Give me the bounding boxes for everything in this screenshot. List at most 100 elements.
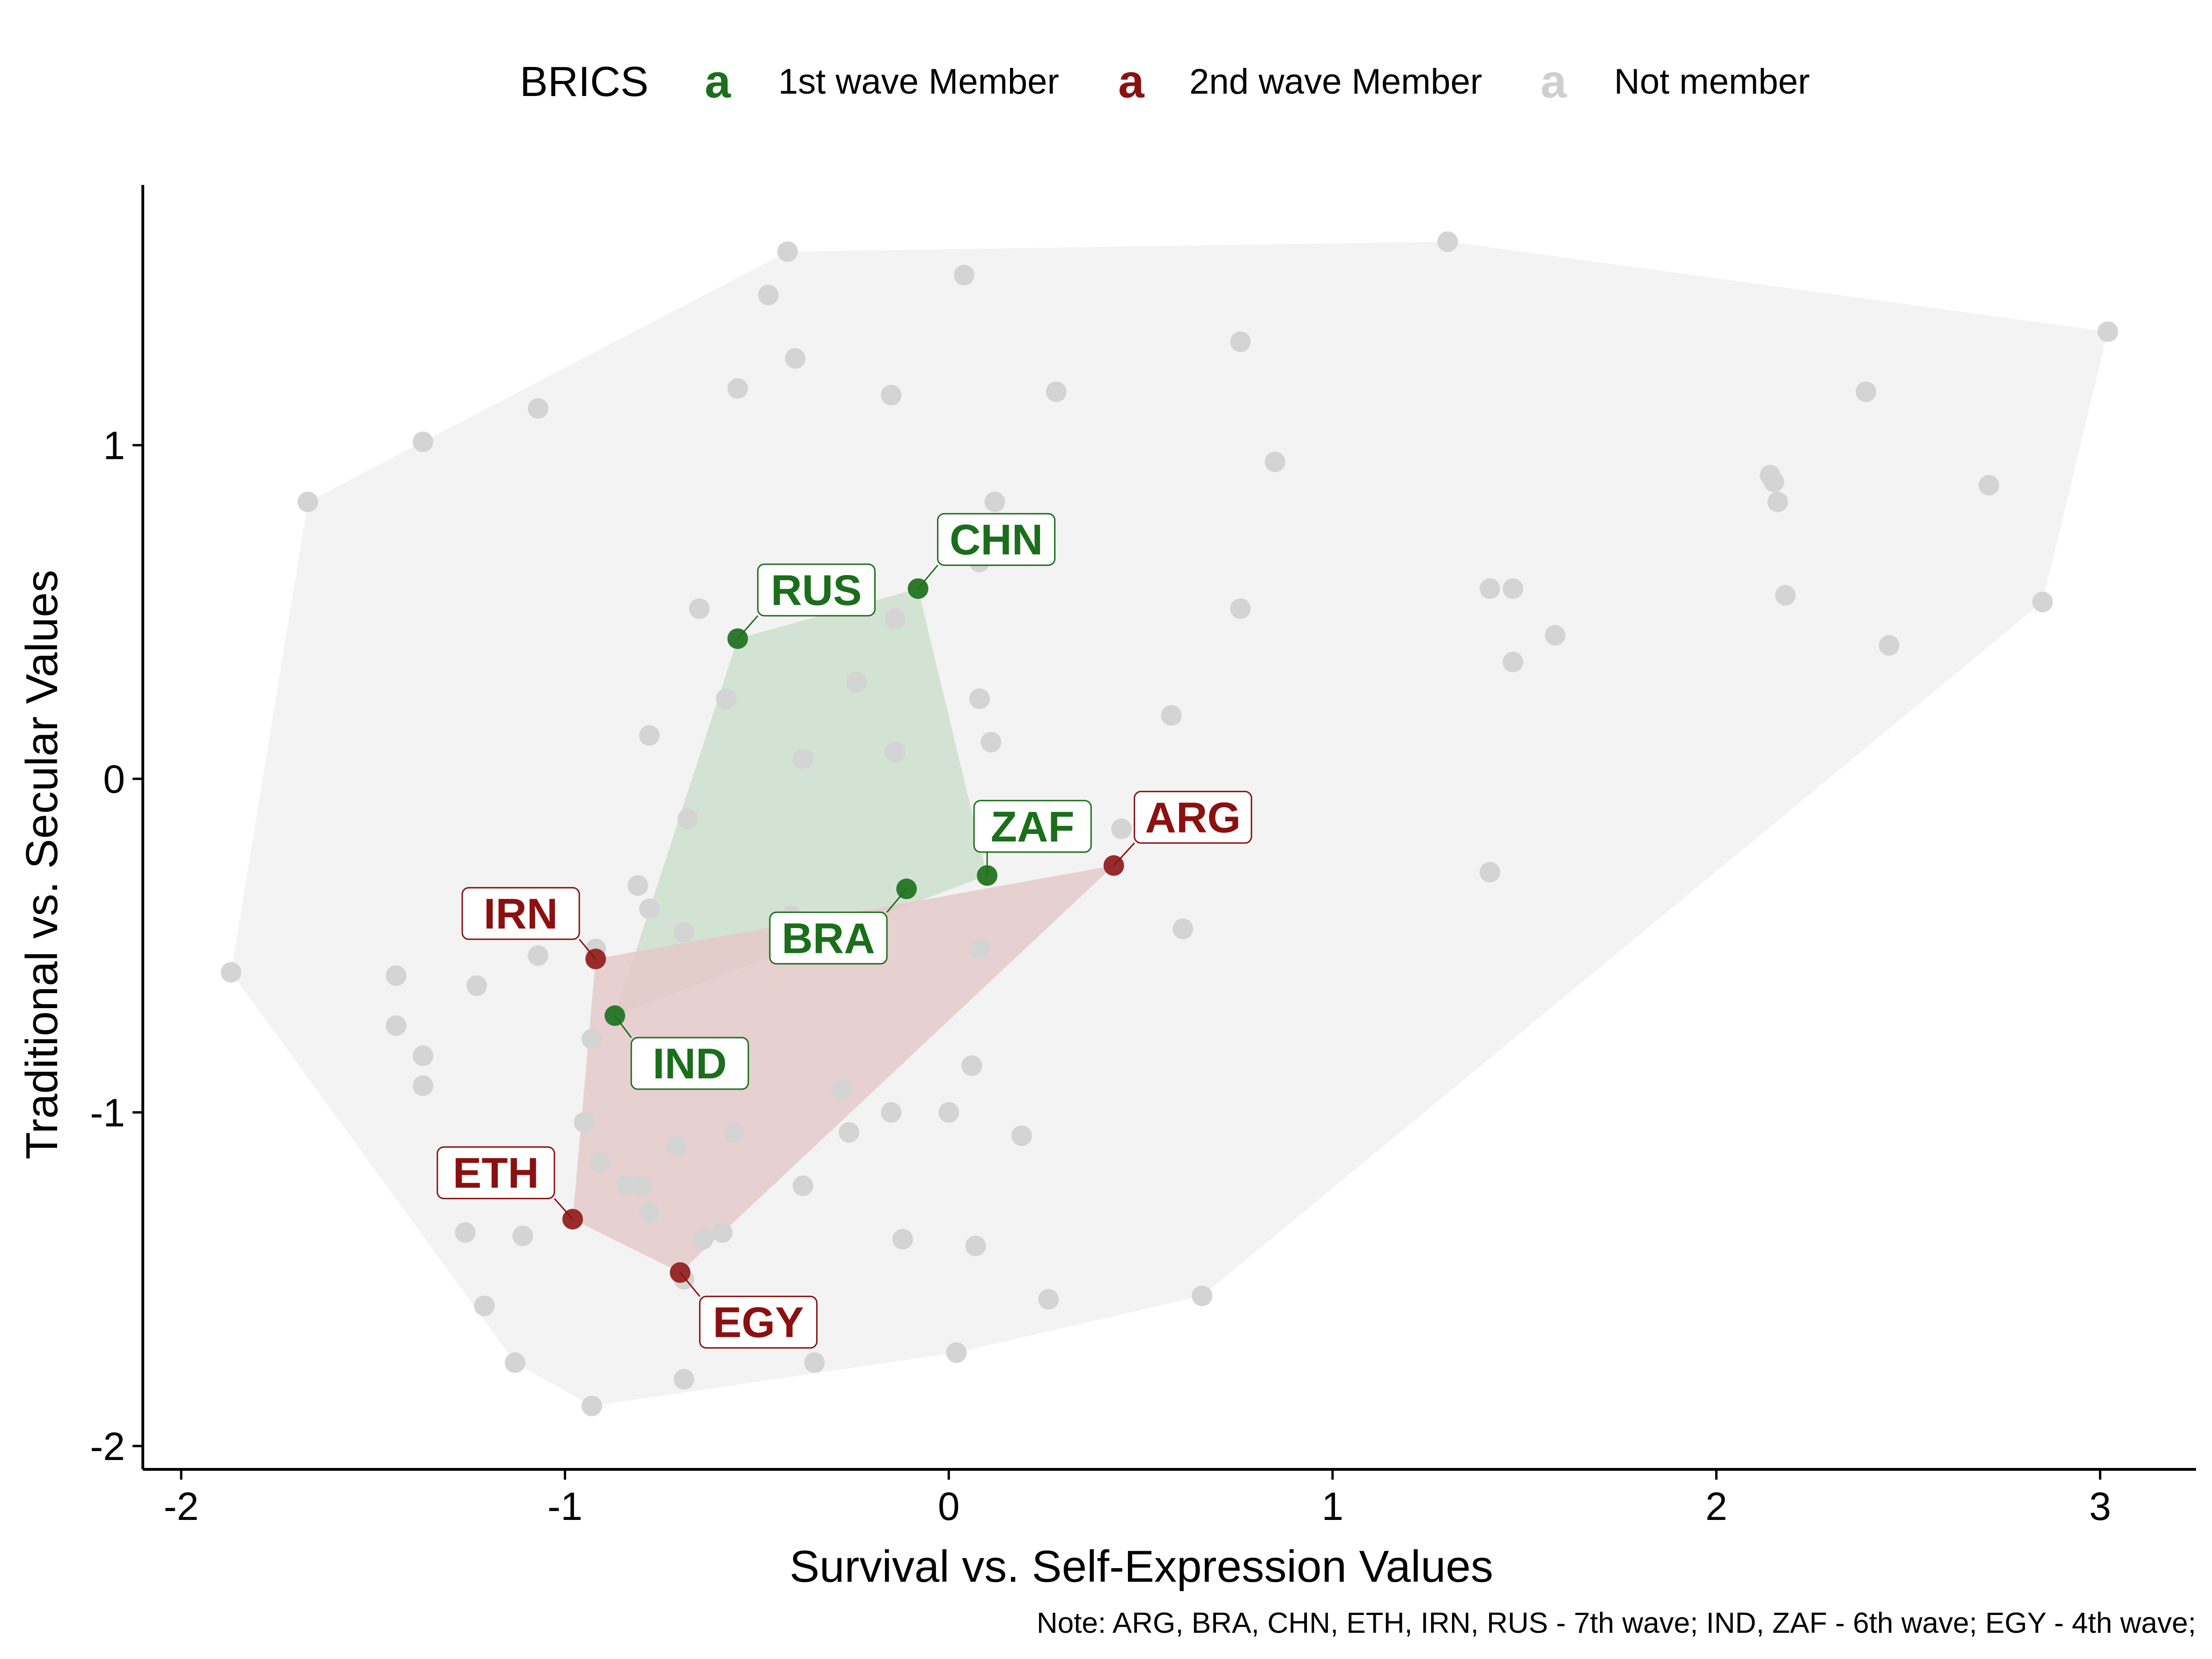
point-none-75 — [892, 1229, 913, 1250]
point-none-40 — [1111, 818, 1132, 840]
point-none-5 — [1230, 331, 1251, 352]
x-axis-title: Survival vs. Self-Expression Values — [789, 1541, 1493, 1592]
label-box-bra — [769, 911, 888, 965]
leader-bra — [886, 888, 907, 913]
leader-chn — [917, 565, 938, 590]
point-none-16 — [1763, 472, 1784, 493]
label-box-eth — [436, 1146, 555, 1200]
point-none-62 — [723, 1122, 745, 1143]
point-none-70 — [639, 1202, 660, 1223]
point-none-25 — [689, 598, 710, 619]
point-none-17 — [297, 491, 318, 512]
point-none-6 — [785, 348, 806, 369]
point-none-42 — [627, 875, 649, 896]
point-irn — [585, 948, 606, 969]
point-none-22 — [1503, 578, 1524, 599]
leader-rus — [737, 615, 759, 639]
point-none-78 — [1192, 1285, 1213, 1306]
point-none-37 — [885, 742, 906, 763]
point-none-34 — [1161, 705, 1182, 726]
point-none-8 — [881, 384, 902, 406]
point-none-80 — [474, 1295, 495, 1316]
point-none-58 — [831, 1078, 852, 1099]
point-none-43 — [639, 899, 660, 920]
point-none-24 — [2032, 591, 2053, 612]
point-none-63 — [839, 1122, 860, 1143]
point-none-79 — [1038, 1289, 1059, 1310]
point-none-32 — [715, 688, 737, 709]
hull-second — [573, 865, 1114, 1273]
label-ind: IND — [653, 1040, 727, 1088]
y-tick-label-2: 0 — [103, 757, 125, 801]
point-none-23 — [1775, 585, 1796, 606]
point-none-76 — [965, 1235, 986, 1256]
point-none-4 — [954, 265, 974, 286]
legend-label-second-wave: 2nd wave Member — [1189, 62, 1482, 102]
leader-irn — [579, 938, 597, 959]
label-leader-lines — [553, 565, 1135, 1297]
legend-glyph-not-member: a — [1541, 55, 1567, 108]
label-box-egy — [699, 1296, 818, 1349]
point-none-27 — [885, 608, 906, 629]
point-none-41 — [1479, 862, 1500, 883]
point-none-18 — [984, 491, 1005, 512]
point-none-64 — [1011, 1125, 1032, 1146]
leader-eth — [553, 1198, 574, 1220]
point-none-35 — [639, 725, 660, 746]
label-bra: BRA — [782, 914, 875, 962]
point-none-59 — [881, 1102, 902, 1123]
label-egy: EGY — [713, 1299, 804, 1347]
legend-glyph-first-wave: a — [705, 55, 731, 108]
label-box-zaf — [973, 800, 1092, 853]
point-none-71 — [712, 1222, 733, 1243]
point-none-26 — [1230, 598, 1251, 619]
point-none-72 — [693, 1229, 714, 1250]
point-none-39 — [677, 808, 698, 829]
point-none-83 — [505, 1352, 526, 1373]
point-none-55 — [413, 1045, 434, 1066]
label-chn: CHN — [950, 516, 1043, 564]
point-none-60 — [938, 1102, 959, 1123]
label-box-rus — [757, 563, 876, 617]
x-axis-ticks: -2 -1 0 1 2 3 — [164, 1469, 2111, 1528]
point-none-30 — [1879, 635, 1900, 656]
point-none-11 — [528, 398, 549, 419]
legend-glyph-second-wave: a — [1118, 55, 1145, 108]
point-none-10 — [1856, 381, 1877, 402]
point-none-31 — [846, 671, 867, 693]
point-none-54 — [581, 1028, 602, 1049]
point-none-69 — [792, 1175, 813, 1196]
point-none-56 — [961, 1055, 982, 1076]
wave-note: Note: ARG, BRA, CHN, ETH, IRN, RUS - 7th… — [1037, 1607, 2196, 1639]
label-box-ind — [630, 1037, 749, 1090]
y-tick-label-0: -2 — [90, 1424, 125, 1468]
point-none-65 — [666, 1135, 687, 1156]
point-none-50 — [221, 962, 242, 983]
point-none-38 — [792, 748, 813, 769]
point-none-74 — [512, 1225, 533, 1246]
legend-title: BRICS — [520, 59, 649, 105]
point-none-81 — [946, 1342, 967, 1363]
point-none-45 — [673, 922, 694, 943]
point-none-14 — [1978, 475, 1999, 496]
point-none-73 — [455, 1222, 476, 1243]
point-none-82 — [804, 1352, 825, 1373]
point-none-36 — [981, 731, 1002, 752]
point-none-1 — [1437, 231, 1458, 252]
label-rus: RUS — [771, 567, 862, 614]
point-none-68 — [631, 1175, 652, 1196]
point-none-53 — [385, 1015, 406, 1036]
point-none-3 — [758, 285, 779, 306]
x-tick-label-2: 0 — [938, 1484, 960, 1528]
point-none-21 — [1479, 578, 1500, 599]
leader-ind — [614, 1015, 632, 1038]
point-none-29 — [1503, 651, 1524, 672]
x-tick-label-1: -1 — [547, 1484, 582, 1528]
point-none-33 — [969, 688, 990, 709]
x-tick-label-5: 3 — [2089, 1484, 2111, 1528]
point-none-51 — [385, 965, 406, 986]
legend: BRICS a 1st wave Member a 2nd wave Membe… — [520, 55, 1810, 108]
point-none-61 — [574, 1112, 595, 1133]
leader-egy — [679, 1272, 700, 1297]
x-tick-label-0: -2 — [164, 1484, 199, 1528]
